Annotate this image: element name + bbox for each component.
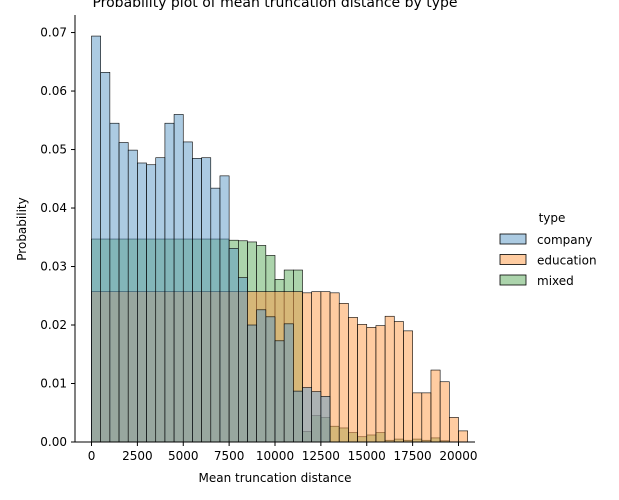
legend-label-mixed: mixed — [537, 274, 574, 288]
bar-company — [219, 175, 230, 443]
bar-company — [283, 323, 294, 443]
y-tick-label: 0.04 — [40, 201, 67, 215]
bar-company — [265, 316, 276, 443]
bars — [91, 35, 468, 443]
bar-company — [228, 248, 239, 443]
bar-company — [182, 141, 193, 443]
chart-title: Probability plot of mean truncation dist… — [92, 0, 457, 11]
bar-company — [302, 387, 312, 443]
bar-education — [348, 317, 358, 443]
y-axis-label: Probability — [15, 197, 29, 260]
bar-education — [412, 392, 423, 443]
y-tick-label: 0.01 — [40, 377, 67, 391]
bar-company — [91, 35, 101, 443]
y-tick-label: 0.06 — [40, 84, 67, 98]
bar-company — [146, 164, 157, 443]
y-tick-label: 0.00 — [40, 435, 67, 449]
x-tick-label: 5000 — [168, 449, 199, 463]
bar-education — [357, 324, 368, 443]
x-tick-label: 2500 — [122, 449, 153, 463]
bar-company — [137, 162, 147, 443]
bar-company — [311, 391, 322, 443]
bar-company — [127, 149, 138, 443]
y-tick-label: 0.05 — [40, 143, 67, 157]
bar-company — [118, 142, 129, 443]
bar-company — [320, 396, 331, 443]
legend-label-education: education — [537, 254, 597, 268]
bar-company — [164, 122, 175, 443]
x-tick-label: 12500 — [302, 449, 340, 463]
bar-company — [256, 309, 267, 443]
x-axis-label: Mean truncation distance — [199, 471, 352, 485]
bar-company — [100, 72, 111, 443]
bar-company — [293, 390, 303, 443]
bar-company — [274, 340, 285, 443]
y-tick-label: 0.02 — [40, 318, 67, 332]
legend: type company education mixed — [499, 211, 597, 288]
axes: 0 2500 5000 7500 10000 12500 15000 17500 20000 0.… — [40, 15, 478, 463]
bar-company — [210, 187, 221, 443]
bar-company — [201, 157, 212, 443]
legend-swatch-mixed — [499, 274, 527, 286]
y-tick-label: 0.03 — [40, 260, 67, 274]
bar-education — [329, 292, 340, 443]
bar-education — [384, 315, 395, 443]
legend-title: type — [539, 211, 566, 225]
bar-education — [338, 303, 349, 443]
bar-education — [403, 330, 413, 443]
bar-company — [155, 157, 166, 443]
bar-education — [449, 417, 459, 443]
legend-label-company: company — [537, 233, 592, 247]
legend-swatch-education — [499, 254, 527, 265]
legend-swatch-company — [499, 233, 527, 245]
x-tick-label: 15000 — [348, 449, 386, 463]
x-tick-label: 10000 — [256, 449, 294, 463]
bar-education — [458, 430, 468, 443]
x-tick-label: 0 — [88, 449, 96, 463]
bar-education — [430, 369, 441, 443]
bar-company — [238, 277, 248, 443]
bar-education — [421, 392, 432, 443]
x-tick-label: 17500 — [394, 449, 432, 463]
x-tick-label: 7500 — [214, 449, 245, 463]
x-tick-label: 20000 — [439, 449, 477, 463]
y-tick-label: 0.07 — [40, 26, 67, 40]
bar-education — [366, 327, 377, 443]
bar-company — [173, 114, 184, 443]
bar-education — [393, 321, 404, 443]
bar-education — [439, 381, 450, 443]
bar-company — [192, 158, 202, 443]
bar-company — [247, 324, 257, 443]
bar-education — [375, 325, 386, 443]
bar-company — [109, 122, 120, 443]
